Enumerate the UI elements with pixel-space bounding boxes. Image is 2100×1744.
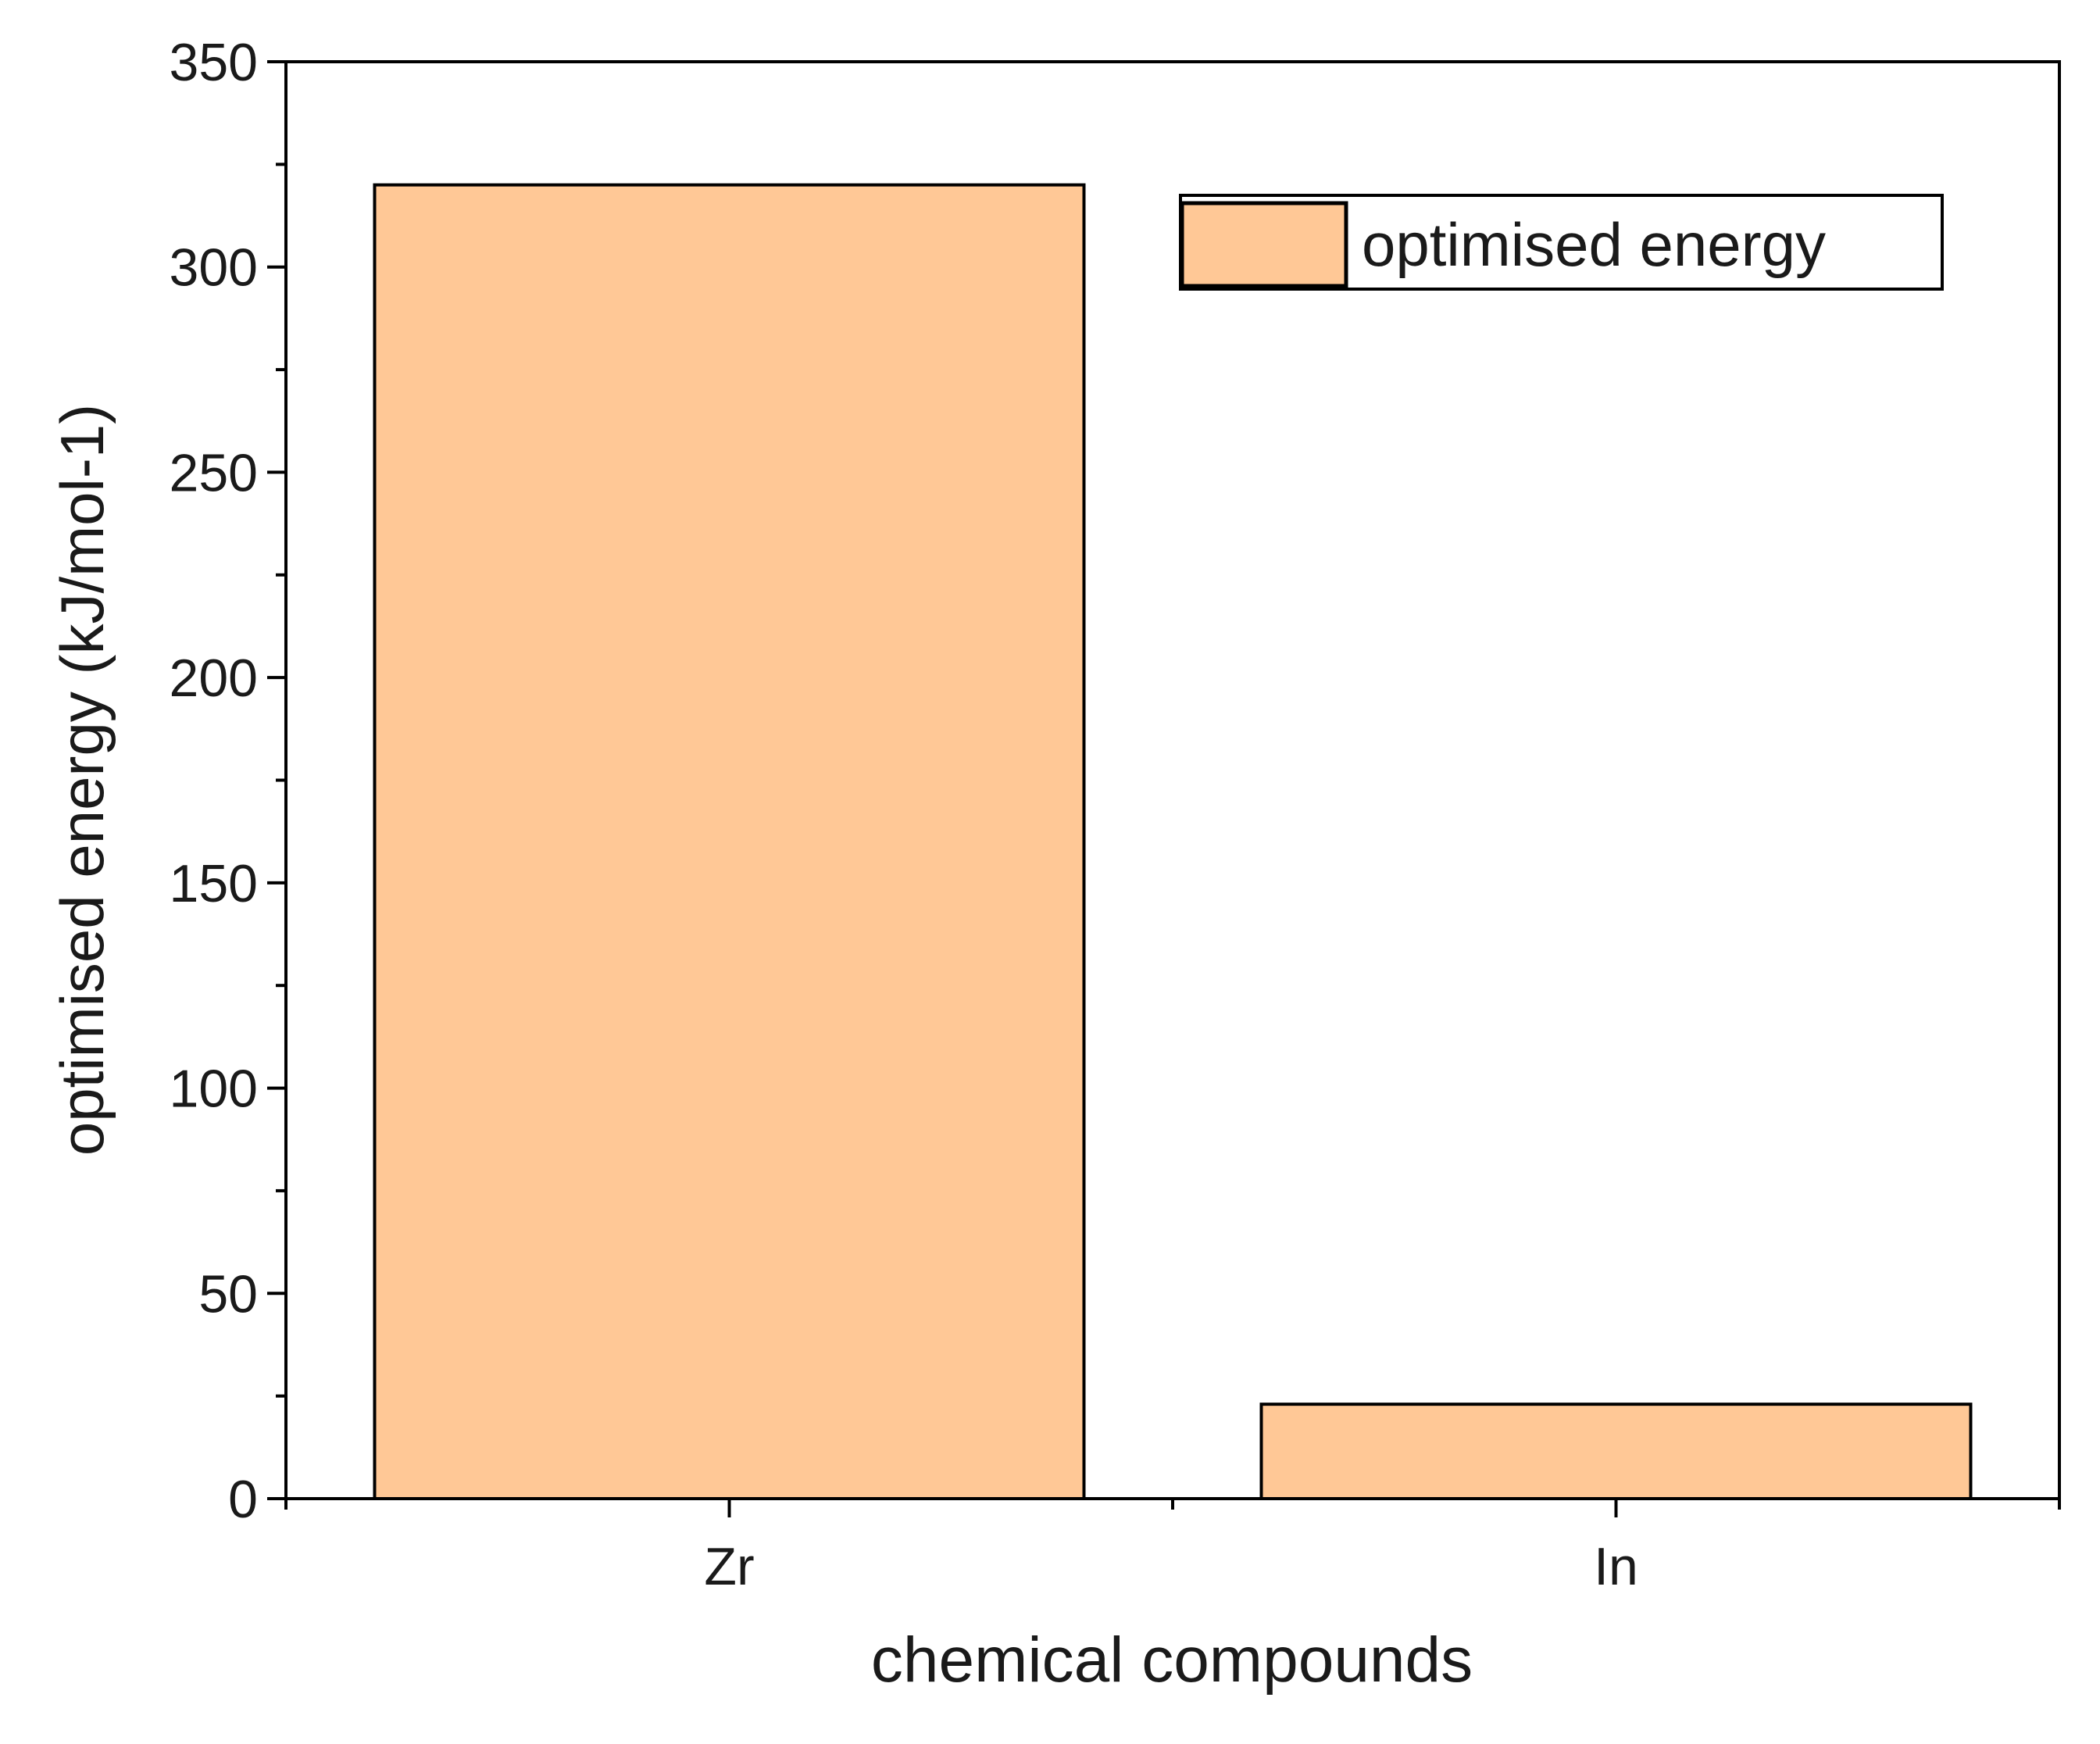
y-tick-label: 350 — [170, 33, 258, 92]
legend-label: optimised energy — [1362, 210, 1826, 279]
y-tick-label: 200 — [170, 649, 258, 708]
x-tick-label: In — [1594, 1537, 1638, 1596]
y-tick-label: 100 — [170, 1060, 258, 1119]
bar — [1259, 1403, 1973, 1501]
y-axis-title: optimised energy (kJ/mol-1) — [48, 404, 116, 1156]
y-tick-label: 250 — [170, 443, 258, 502]
y-tick-label: 50 — [198, 1264, 258, 1324]
x-tick-label: Zr — [704, 1537, 754, 1596]
bar — [373, 183, 1086, 1501]
y-tick-label: 300 — [170, 238, 258, 298]
y-tick-label: 0 — [228, 1470, 258, 1529]
x-axis-title: chemical compounds — [871, 1624, 1473, 1696]
plot-frame — [284, 60, 2061, 1500]
y-tick-label: 150 — [170, 854, 258, 913]
legend-swatch — [1180, 201, 1348, 288]
